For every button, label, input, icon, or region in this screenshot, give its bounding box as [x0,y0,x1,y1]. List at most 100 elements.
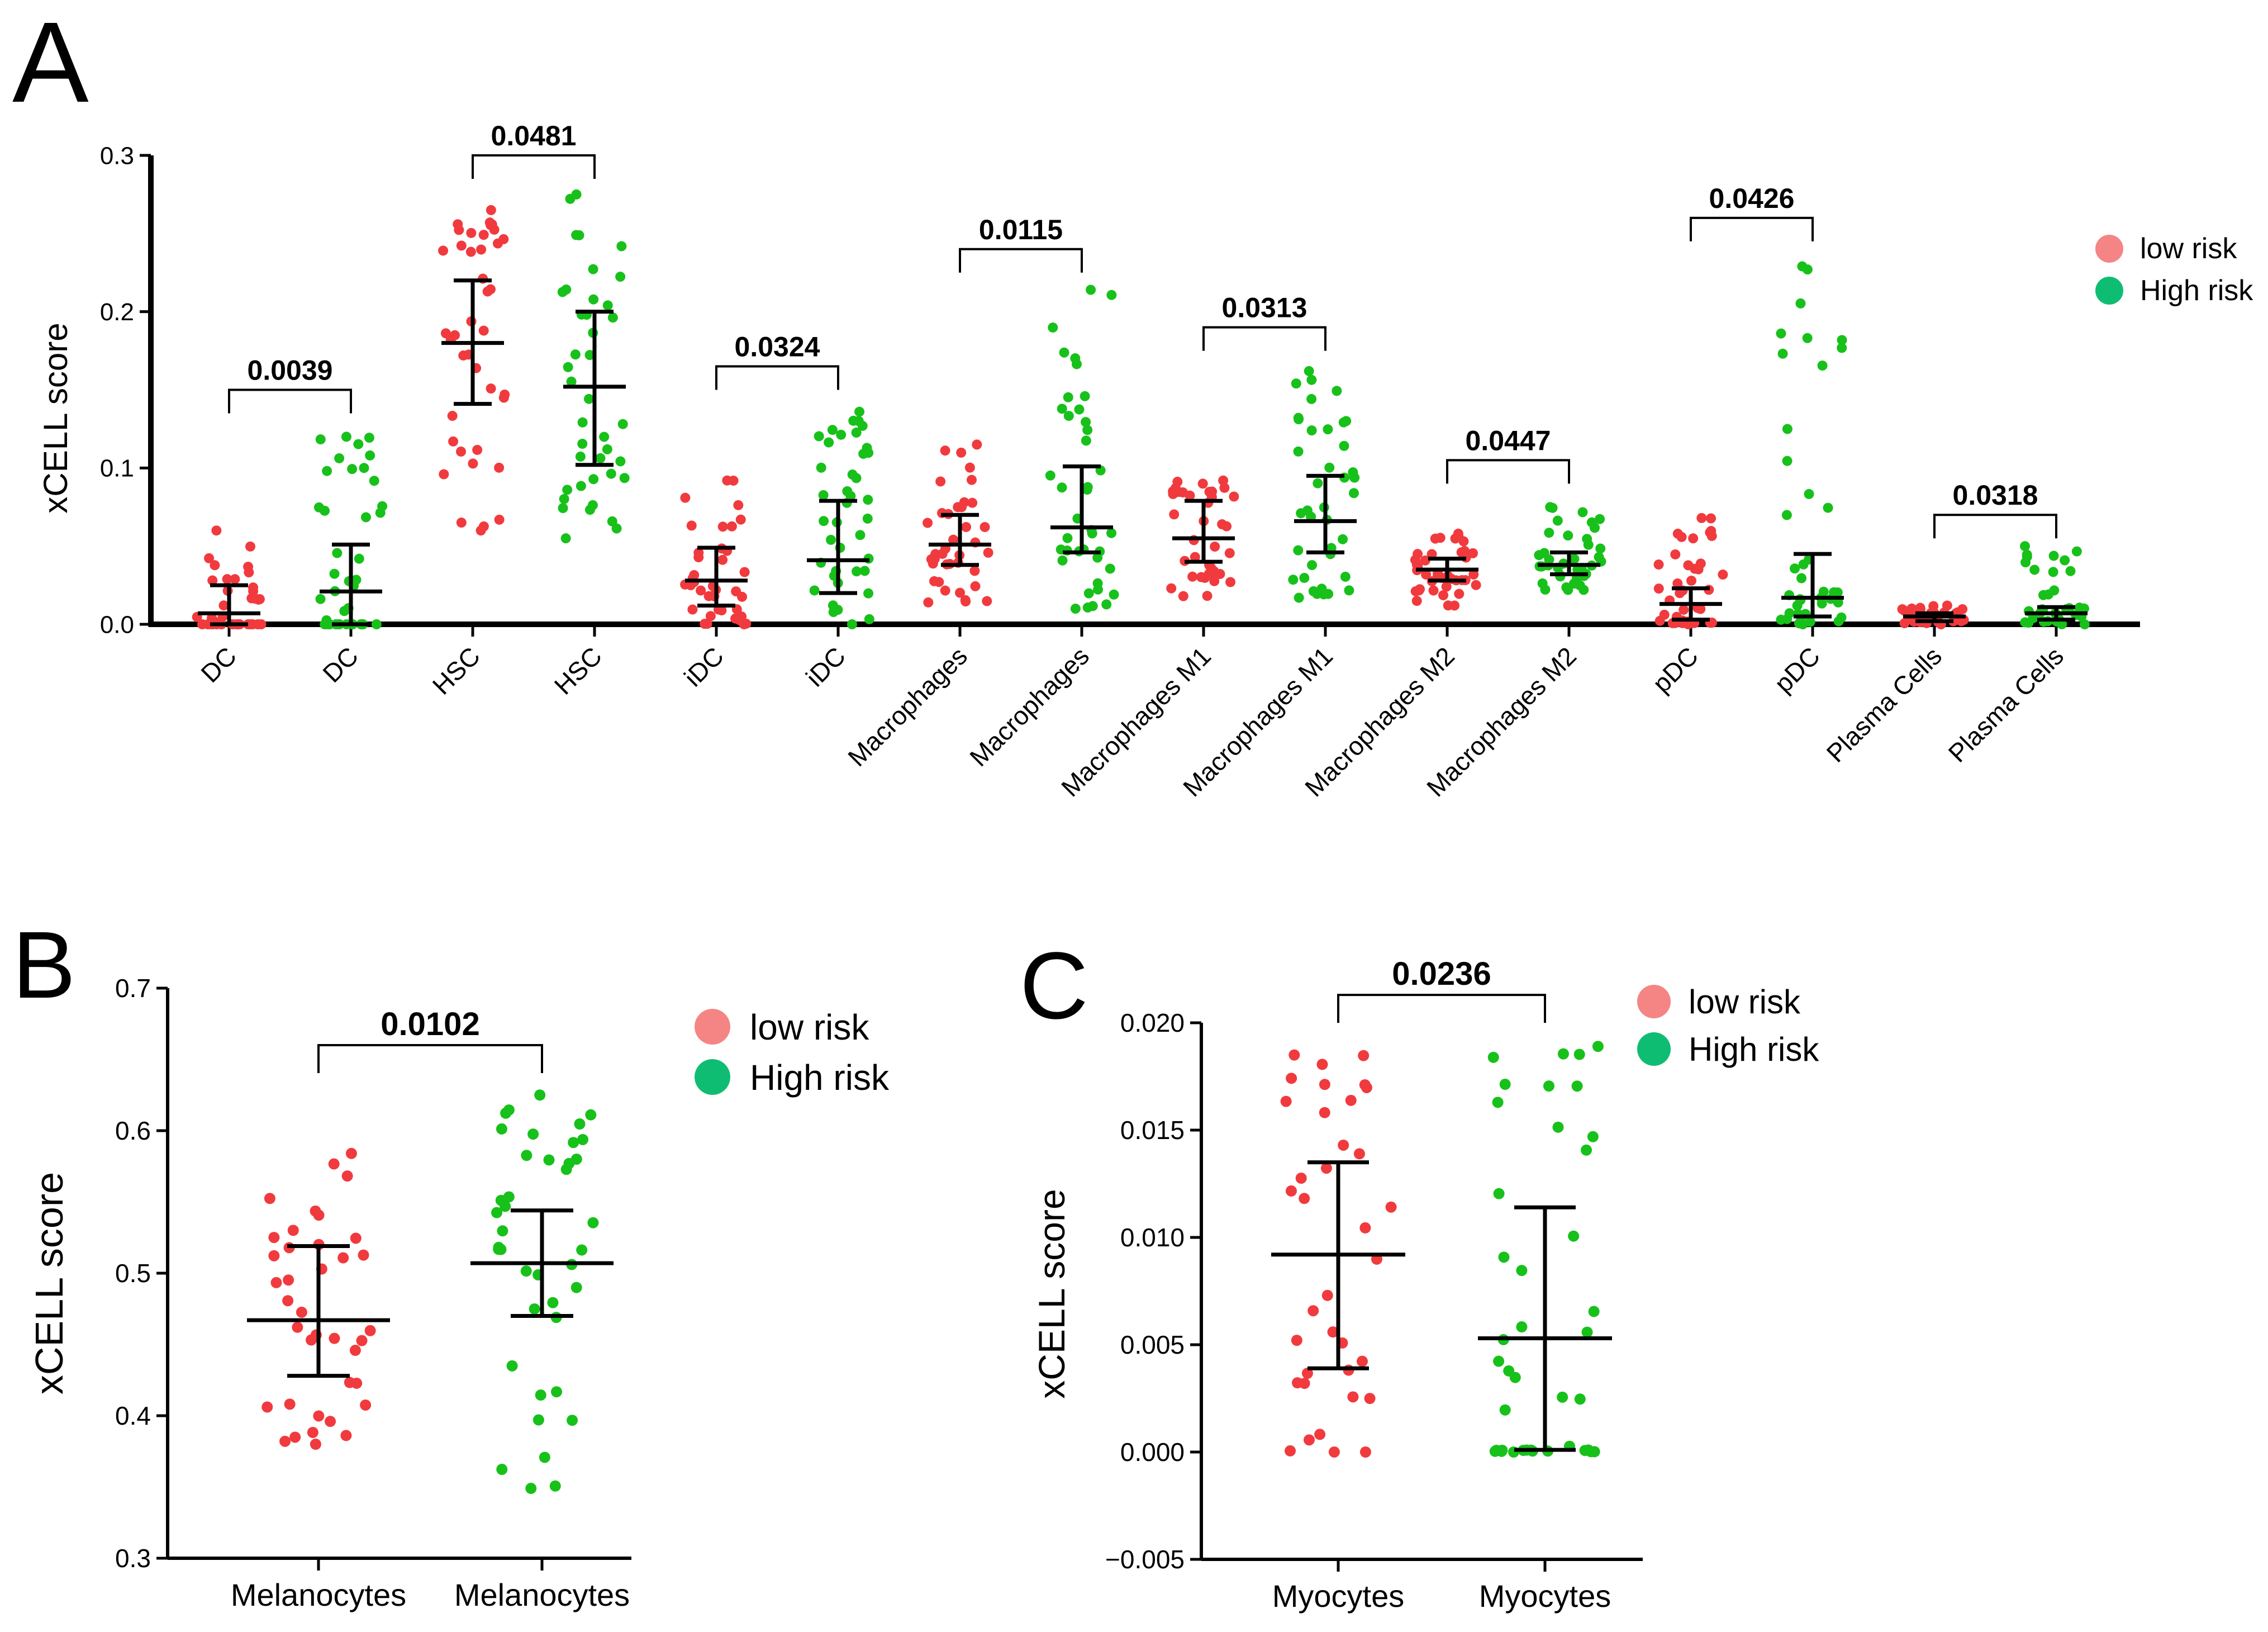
data-point [320,505,330,516]
data-point [1207,486,1218,497]
data-point [315,594,326,604]
data-point [1306,374,1317,385]
data-point [585,1109,597,1121]
data-point [306,1334,317,1346]
data-point [1420,555,1430,566]
data-point [1321,1289,1333,1301]
p-value-label: 0.0102 [381,1006,479,1042]
data-point [1544,528,1554,538]
data-point [351,575,362,585]
x-category-label: Melanocytes [231,1577,406,1612]
data-point [1219,482,1230,493]
data-point [1782,614,1792,624]
data-point [496,1464,508,1476]
data-point [1571,1080,1583,1092]
data-point [500,1107,512,1119]
data-point [1586,517,1597,528]
data-point [1169,509,1180,520]
data-point [1583,539,1594,550]
data-point [534,1089,546,1101]
data-point [571,230,582,240]
data-point [1045,470,1055,481]
data-point [1303,1434,1315,1446]
data-point [1092,552,1103,563]
data-point [1327,1326,1339,1338]
data-point [686,580,696,591]
data-point [1552,1121,1564,1133]
data-point [328,1158,340,1170]
panel-b-ylabel: xCELL score [27,1172,71,1394]
data-point [854,406,865,417]
data-point [1081,435,1091,446]
data-point [543,1154,555,1166]
data-point [955,587,966,598]
x-category-label: Macrophages [842,641,973,772]
data-point [287,1225,299,1236]
data-point [1411,596,1422,606]
data-point [324,619,335,629]
data-point [1496,1444,1508,1456]
data-point [728,475,739,486]
data-point [325,1416,336,1427]
data-point [1229,491,1239,502]
data-point [313,1410,325,1422]
data-point [565,193,576,204]
data-point [497,1225,508,1237]
data-point [1805,616,1815,627]
legend-a-low-swatch [2095,235,2123,263]
data-point [1083,588,1094,599]
data-point [486,205,496,215]
data-point [2028,613,2038,623]
data-point [1291,378,1301,389]
data-point [959,497,969,507]
data-point [1443,600,1453,611]
legend-c-low-label: low risk [1689,983,1801,1021]
data-point [1804,488,1814,499]
data-point [1428,585,1439,596]
data-point [359,463,369,473]
data-point [607,312,618,323]
data-point [1561,582,1572,592]
data-point [345,1147,357,1159]
data-point [809,585,820,596]
data-point [472,444,483,455]
data-point [1345,1094,1357,1106]
data-point [1224,548,1235,558]
y-tick-label: 0.1 [100,455,134,482]
legend-panel-c: low risk High risk [1637,983,1819,1068]
data-point [268,1250,280,1261]
x-category-label: Plasma Cells [1820,641,1947,768]
data-point [858,448,869,459]
significance-bracket [1202,326,1326,351]
data-point [248,582,259,593]
significance-bracket [228,388,352,414]
data-point [1313,478,1323,488]
data-point [360,512,371,523]
data-point [500,389,510,400]
data-point [1823,502,1833,513]
y-tick-label: 0.010 [1120,1223,1185,1252]
data-point [2065,566,2076,576]
data-point [438,245,449,256]
data-point [1178,591,1188,601]
data-point [506,1360,518,1372]
data-point [969,566,980,576]
data-point [1348,488,1359,499]
data-point [1441,581,1452,592]
data-point [521,1150,532,1161]
data-point [478,521,489,532]
data-point [1782,424,1792,434]
data-point [1676,532,1687,542]
data-point [1595,543,1606,554]
data-point [360,1399,372,1411]
data-point [351,1377,363,1389]
data-point [535,1389,546,1401]
significance-bracket [1933,514,2057,539]
data-point [1516,1265,1528,1277]
legend-panel-b: low risk High risk [695,1007,890,1098]
data-point [1776,328,1786,339]
data-point [717,521,728,532]
data-point [705,611,716,622]
data-point [595,453,606,463]
